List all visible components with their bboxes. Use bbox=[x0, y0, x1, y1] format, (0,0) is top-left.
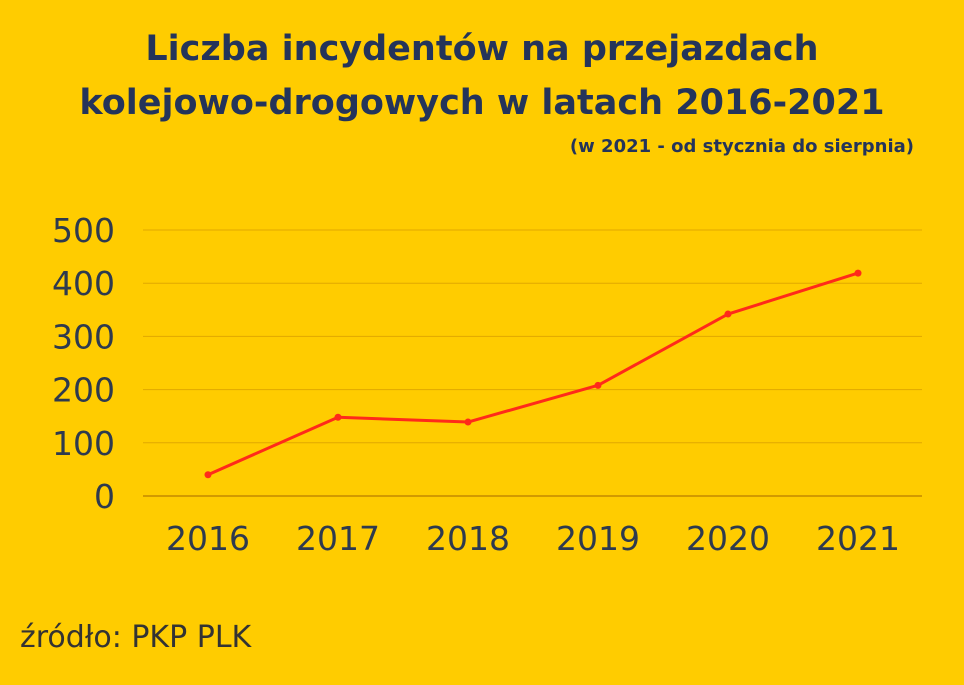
x-axis-ticks: 2016 2017 2018 2019 2020 2021 bbox=[166, 519, 900, 558]
y-tick-label: 200 bbox=[52, 371, 115, 410]
x-tick-label: 2019 bbox=[556, 519, 640, 558]
x-tick-label: 2021 bbox=[816, 519, 900, 558]
data-point bbox=[854, 269, 862, 277]
y-tick-label: 500 bbox=[52, 211, 115, 250]
y-tick-label: 300 bbox=[52, 317, 115, 356]
data-point bbox=[204, 471, 212, 479]
chart-title: Liczba incydentów na przejazdach kolejow… bbox=[0, 22, 964, 130]
y-tick-label: 0 bbox=[94, 477, 115, 516]
chart-subtitle: (w 2021 - od stycznia do sierpnia) bbox=[569, 136, 914, 157]
y-axis-ticks: 0 100 200 300 400 500 bbox=[52, 211, 115, 516]
data-point bbox=[464, 418, 472, 426]
y-tick-label: 400 bbox=[52, 264, 115, 303]
data-point bbox=[594, 381, 602, 389]
series-line bbox=[206, 271, 860, 477]
chart-title-line-2: kolejowo-drogowych w latach 2016-2021 bbox=[79, 83, 885, 123]
x-tick-label: 2020 bbox=[686, 519, 770, 558]
x-tick-label: 2018 bbox=[426, 519, 510, 558]
series bbox=[204, 269, 862, 479]
gridlines bbox=[143, 229, 922, 497]
data-point bbox=[724, 310, 732, 318]
chart-title-line-1: Liczba incydentów na przejazdach bbox=[145, 29, 819, 69]
x-tick-label: 2017 bbox=[296, 519, 380, 558]
y-tick-label: 100 bbox=[52, 424, 115, 463]
data-point bbox=[334, 413, 342, 421]
source-label: źródło: PKP PLK bbox=[20, 620, 252, 655]
x-tick-label: 2016 bbox=[166, 519, 250, 558]
